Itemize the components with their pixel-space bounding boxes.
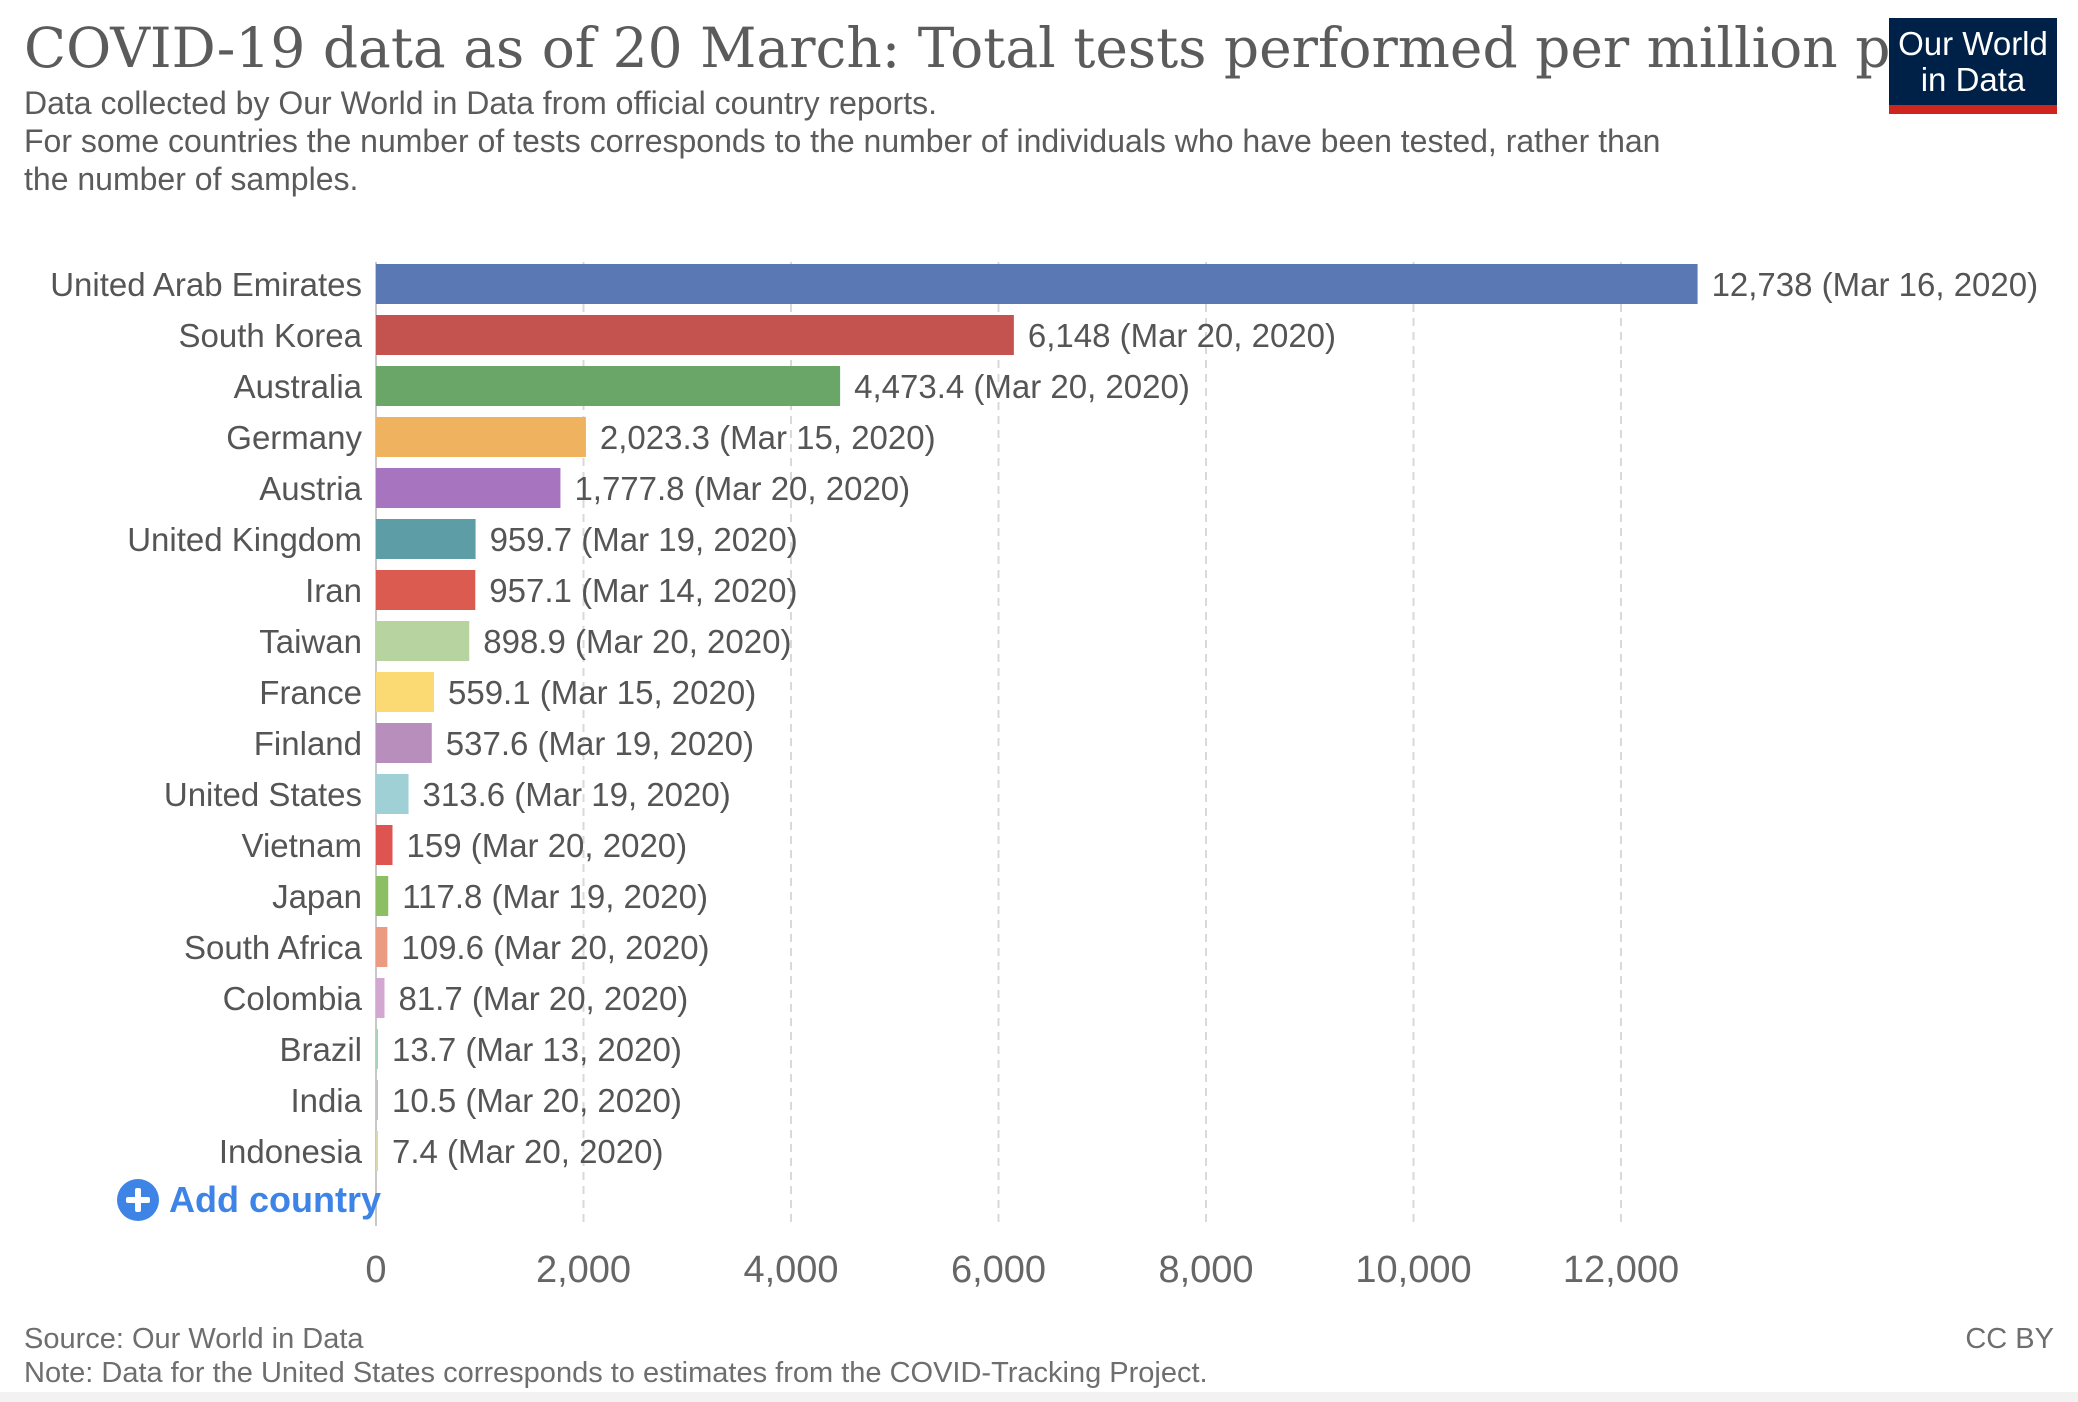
chart-title: COVID-19 data as of 20 March: Total test… [24, 16, 2042, 80]
category-label: Taiwan [259, 623, 362, 660]
category-label: Austria [259, 470, 362, 507]
category-label: Colombia [223, 980, 363, 1017]
x-tick-label: 6,000 [951, 1249, 1046, 1291]
bar [376, 264, 1698, 304]
license-link[interactable]: CC BY [1965, 1323, 2054, 1355]
bottom-bar [0, 1392, 2078, 1402]
x-tick-label: 10,000 [1355, 1249, 1471, 1291]
category-label: India [290, 1082, 362, 1119]
subtitle-line: the number of samples. [24, 161, 359, 197]
value-label: 12,738 (Mar 16, 2020) [1712, 266, 2039, 303]
bar [376, 927, 388, 967]
value-label: 7.4 (Mar 20, 2020) [392, 1133, 663, 1170]
owid-logo[interactable]: Our World in Data [1889, 18, 2057, 114]
bar [376, 1029, 378, 1069]
value-label: 81.7 (Mar 20, 2020) [398, 980, 688, 1017]
value-label: 159 (Mar 20, 2020) [406, 827, 687, 864]
category-label: Indonesia [219, 1133, 363, 1170]
add-country-label: Add country [169, 1179, 381, 1220]
x-tick-label: 2,000 [536, 1249, 631, 1291]
chart-subtitle: Data collected by Our World in Data from… [24, 84, 1784, 198]
value-label: 13.7 (Mar 13, 2020) [392, 1031, 682, 1068]
bar [376, 978, 385, 1018]
value-label: 6,148 (Mar 20, 2020) [1028, 317, 1336, 354]
category-label: Vietnam [242, 827, 362, 864]
value-label: 559.1 (Mar 15, 2020) [448, 674, 756, 711]
category-label: Japan [272, 878, 362, 915]
category-label: Finland [254, 725, 362, 762]
category-label: Australia [234, 368, 363, 405]
logo-line: Our World [1898, 25, 2048, 62]
bar-chart: 0 2,000 4,000 6,000 8,000 10,000 12,000 United … [50, 262, 2039, 1291]
bar [376, 366, 841, 406]
value-label: 109.6 (Mar 20, 2020) [401, 929, 709, 966]
subtitle-line: Data collected by Our World in Data from… [24, 85, 937, 121]
category-label: Brazil [279, 1031, 362, 1068]
category-label: South Africa [184, 929, 363, 966]
category-label: Iran [305, 572, 362, 609]
bar [376, 672, 435, 712]
subtitle-line: For some countries the number of tests c… [24, 123, 1661, 159]
category-label: United Arab Emirates [50, 266, 362, 303]
add-country-button[interactable]: Add country [117, 1177, 381, 1223]
bar [376, 876, 389, 916]
value-label: 898.9 (Mar 20, 2020) [483, 623, 791, 660]
plus-circle-icon [117, 1179, 159, 1221]
bar [376, 417, 586, 457]
value-label: 313.6 (Mar 19, 2020) [423, 776, 731, 813]
value-label: 117.8 (Mar 19, 2020) [402, 878, 708, 915]
category-label: United States [164, 776, 362, 813]
value-label: 2,023.3 (Mar 15, 2020) [600, 419, 936, 456]
note-text: Note: Data for the United States corresp… [24, 1357, 1208, 1389]
bar [376, 723, 432, 763]
bar [376, 825, 393, 865]
value-label: 10.5 (Mar 20, 2020) [392, 1082, 682, 1119]
source-text: Source: Our World in Data [24, 1323, 364, 1355]
bar [376, 315, 1014, 355]
x-tick-label: 8,000 [1158, 1249, 1253, 1291]
value-label: 4,473.4 (Mar 20, 2020) [854, 368, 1190, 405]
bar [376, 570, 476, 610]
bar [376, 519, 476, 559]
category-label: Germany [226, 419, 362, 456]
x-tick-label: 4,000 [743, 1249, 838, 1291]
value-label: 957.1 (Mar 14, 2020) [489, 572, 797, 609]
value-label: 537.6 (Mar 19, 2020) [446, 725, 754, 762]
category-label: France [259, 674, 362, 711]
category-label: United Kingdom [127, 521, 362, 558]
x-tick-label: 12,000 [1563, 1249, 1679, 1291]
value-label: 959.7 (Mar 19, 2020) [490, 521, 798, 558]
value-label: 1,777.8 (Mar 20, 2020) [574, 470, 910, 507]
bar [376, 468, 561, 508]
category-label: South Korea [179, 317, 363, 354]
bar [376, 1131, 378, 1171]
x-tick-label: 0 [365, 1249, 386, 1291]
logo-line: in Data [1920, 61, 2026, 98]
bar [376, 621, 470, 661]
bar [376, 1080, 378, 1120]
bar [376, 774, 409, 814]
